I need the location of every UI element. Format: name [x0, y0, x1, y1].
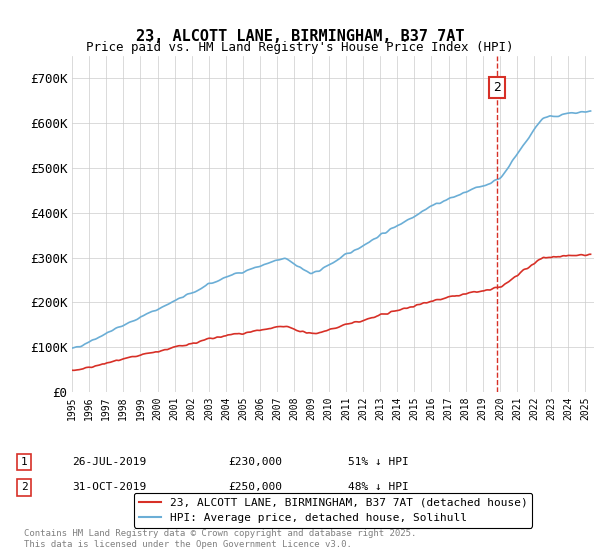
Text: 1: 1	[20, 457, 28, 467]
Text: Price paid vs. HM Land Registry's House Price Index (HPI): Price paid vs. HM Land Registry's House …	[86, 41, 514, 54]
Text: 26-JUL-2019: 26-JUL-2019	[72, 457, 146, 467]
Text: 48% ↓ HPI: 48% ↓ HPI	[348, 482, 409, 492]
Legend: 23, ALCOTT LANE, BIRMINGHAM, B37 7AT (detached house), HPI: Average price, detac: 23, ALCOTT LANE, BIRMINGHAM, B37 7AT (de…	[134, 493, 532, 528]
Text: Contains HM Land Registry data © Crown copyright and database right 2025.
This d: Contains HM Land Registry data © Crown c…	[24, 529, 416, 549]
Text: £230,000: £230,000	[228, 457, 282, 467]
Text: 31-OCT-2019: 31-OCT-2019	[72, 482, 146, 492]
Text: 2: 2	[20, 482, 28, 492]
Text: 2: 2	[493, 81, 501, 94]
Text: £250,000: £250,000	[228, 482, 282, 492]
Text: 51% ↓ HPI: 51% ↓ HPI	[348, 457, 409, 467]
Text: 23, ALCOTT LANE, BIRMINGHAM, B37 7AT: 23, ALCOTT LANE, BIRMINGHAM, B37 7AT	[136, 29, 464, 44]
